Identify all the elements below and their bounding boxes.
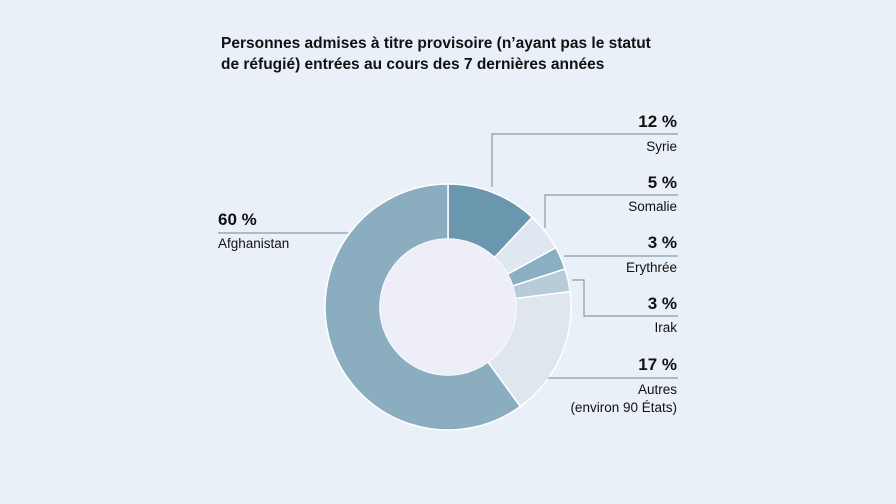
value-label-erythree: 3 % [647,233,677,252]
donut-hole [380,239,516,375]
category-label-irak: Irak [654,320,677,335]
value-label-syrie: 12 % [638,112,677,131]
chart-title-line-2: de réfugié) entrées au cours des 7 derni… [221,56,605,73]
leader-line-syrie [491,133,678,187]
category-label-autres-note: (environ 90 États) [570,400,677,415]
leader-line-irak [572,279,678,317]
category-label-somalie: Somalie [628,199,677,214]
leader-line-somalie [544,194,678,228]
value-label-autres: 17 % [638,355,677,374]
category-label-afghanistan: Afghanistan [218,236,290,251]
value-label-afghanistan: 60 % [218,210,257,229]
category-label-autres: Autres [637,382,677,397]
chart-title: Personnes admises à titre provisoire (n’… [221,33,721,75]
category-label-syrie: Syrie [646,139,677,154]
chart-title-line-1: Personnes admises à titre provisoire (n’… [221,35,651,52]
value-label-somalie: 5 % [647,173,677,192]
category-label-erythree: Erythrée [625,260,677,275]
value-label-irak: 3 % [647,294,677,313]
